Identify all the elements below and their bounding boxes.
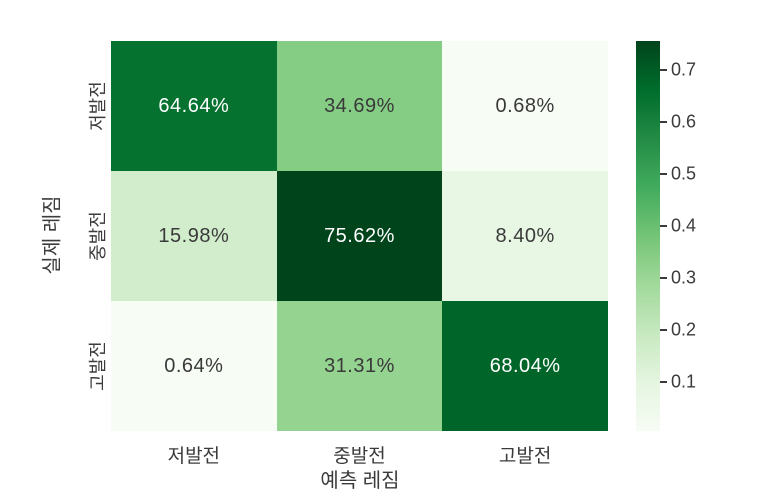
y-axis-label: 실제 레짐 bbox=[41, 195, 64, 275]
colorbar-tick-label: 0.7 bbox=[671, 59, 697, 80]
colorbar-tick-mark bbox=[660, 381, 667, 384]
colorbar-tick-label: 0.3 bbox=[671, 267, 697, 288]
heatmap-cell: 0.64% bbox=[111, 301, 277, 431]
colorbar-tick-label: 0.6 bbox=[671, 111, 697, 132]
heatmap-cell: 0.68% bbox=[442, 41, 608, 171]
heatmap-cell: 31.31% bbox=[276, 301, 443, 431]
heatmap-cell: 75.62% bbox=[276, 171, 443, 301]
heatmap-cell: 68.04% bbox=[442, 301, 608, 431]
colorbar-tick-mark bbox=[660, 121, 667, 124]
y-tick-label: 중발전 bbox=[88, 211, 108, 261]
x-tick-label: 고발전 bbox=[498, 446, 552, 467]
colorbar-tick-mark bbox=[660, 69, 667, 72]
heatmap-cell: 34.69% bbox=[276, 41, 443, 171]
y-tick-label: 고발전 bbox=[88, 341, 108, 391]
heatmap-cell: 8.40% bbox=[442, 171, 608, 301]
colorbar-tick-label: 0.1 bbox=[671, 371, 697, 392]
colorbar-tick-mark bbox=[660, 173, 667, 176]
colorbar-tick-mark bbox=[660, 329, 667, 332]
x-axis-label: 예측 레짐 bbox=[320, 470, 400, 492]
colorbar-tick-label: 0.2 bbox=[671, 319, 697, 340]
heatmap-cell: 15.98% bbox=[111, 171, 277, 301]
heatmap-cell: 64.64% bbox=[111, 41, 277, 171]
x-tick-label: 중발전 bbox=[333, 446, 386, 467]
y-tick-label: 저발전 bbox=[88, 81, 108, 131]
colorbar-tick-mark bbox=[660, 225, 667, 228]
x-tick-label: 저발전 bbox=[167, 446, 221, 467]
colorbar-tick-label: 0.5 bbox=[671, 163, 697, 184]
colorbar-tick-mark bbox=[660, 277, 667, 280]
colorbar-tick-label: 0.4 bbox=[671, 215, 697, 236]
colorbar bbox=[636, 41, 660, 431]
heatmap-grid: 64.64% 34.69% 0.68% 15.98% 75.62% 8.40% 0.64% 3… bbox=[111, 41, 608, 431]
